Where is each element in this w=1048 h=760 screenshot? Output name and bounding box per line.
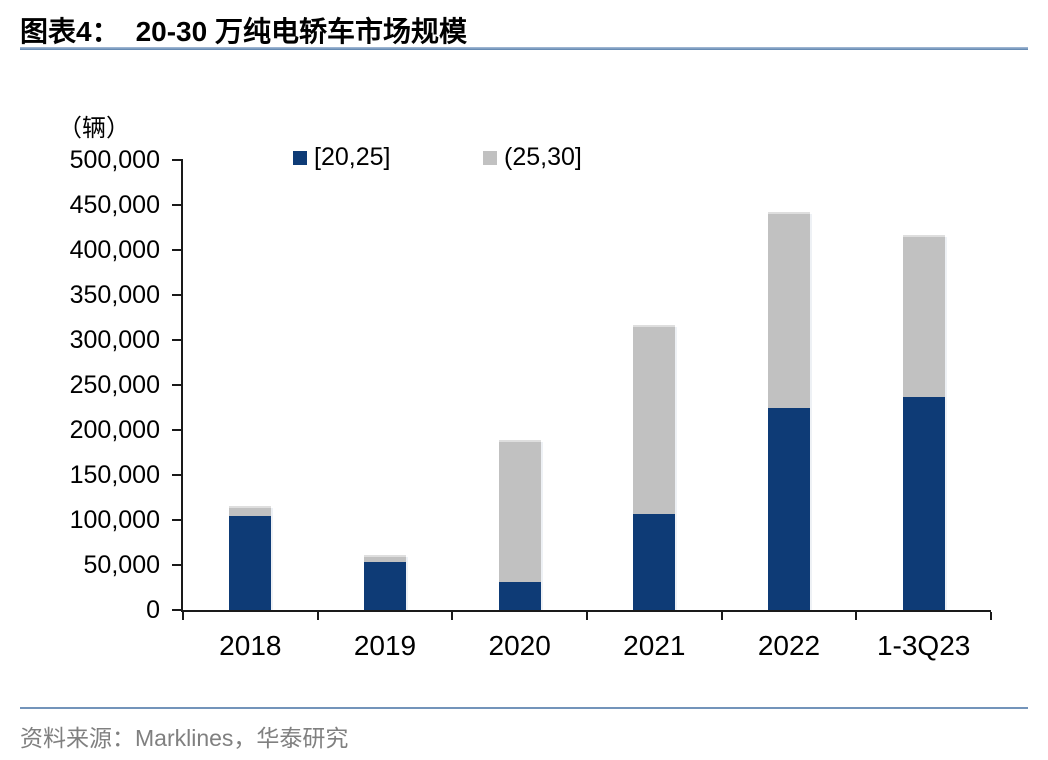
- footer-divider: [20, 707, 1028, 709]
- y-tick-label: 500,000: [69, 146, 160, 174]
- figure-label: 图表4：: [20, 16, 120, 47]
- x-axis-label: 1-3Q23: [876, 630, 971, 661]
- legend-label-25-30: (25,30]: [504, 143, 582, 171]
- bar-segment-20-25: [633, 513, 676, 610]
- bar-segment-25-30: [633, 327, 676, 514]
- y-tick-label: 0: [146, 596, 160, 624]
- bar-segment-20-25: [229, 516, 272, 610]
- bar-segment-25-30: [229, 508, 272, 517]
- x-tick: [720, 612, 723, 620]
- bar-2020: [498, 441, 541, 610]
- figure-title-row: 图表4： 20-30 万纯电轿车市场规模: [20, 10, 467, 50]
- bar-segment-25-30: [498, 441, 541, 583]
- y-tick: [172, 429, 183, 431]
- y-tick: [172, 474, 183, 476]
- bar-segment-25-30: [768, 214, 810, 409]
- legend-item-20-25: [20,25]: [293, 143, 390, 172]
- y-axis-unit-label: （辆）: [58, 115, 130, 142]
- x-tick: [451, 612, 454, 620]
- bar-segment-20-25: [768, 408, 810, 610]
- bar-2022: [768, 214, 810, 610]
- x-axis-label: 2022: [757, 630, 821, 661]
- y-tick-label: 300,000: [69, 326, 160, 354]
- bar-2021: [633, 327, 676, 610]
- y-tick-label: 250,000: [69, 371, 160, 399]
- legend-label-20-25: [20,25]: [314, 143, 391, 171]
- bar-2018: [229, 508, 272, 610]
- y-tick: [172, 159, 183, 161]
- x-axis-label: 2018: [219, 630, 282, 661]
- legend-swatch-blue: [293, 150, 307, 165]
- source-text: 资料来源：Marklines，华泰研究: [20, 725, 349, 751]
- y-tick-label: 400,000: [69, 236, 160, 264]
- plot-area: [181, 160, 991, 612]
- x-axis-label: 2019: [353, 630, 417, 661]
- y-tick: [172, 519, 183, 521]
- legend-swatch-gray: [483, 150, 497, 165]
- bar-1-3Q23: [902, 237, 945, 610]
- x-tick: [182, 612, 184, 620]
- y-tick: [172, 609, 183, 611]
- x-axis-label: 2020: [488, 630, 551, 661]
- y-tick-label: 450,000: [69, 191, 160, 219]
- x-axis-label: 2021: [623, 630, 686, 661]
- y-tick: [172, 564, 183, 566]
- legend-item-25-30: (25,30]: [483, 143, 582, 172]
- y-tick-label: 200,000: [69, 416, 160, 444]
- figure-title: 20-30 万纯电轿车市场规模: [135, 16, 467, 47]
- title-underline: [20, 47, 1028, 50]
- y-tick: [172, 249, 183, 251]
- y-tick: [172, 294, 183, 296]
- y-tick: [172, 339, 183, 341]
- y-tick-label: 350,000: [69, 281, 160, 309]
- x-tick: [316, 612, 319, 620]
- bar-segment-20-25: [364, 562, 406, 610]
- y-tick-label: 100,000: [69, 506, 160, 534]
- y-tick: [172, 384, 183, 386]
- bar-2019: [364, 556, 406, 610]
- y-tick: [172, 204, 183, 206]
- x-tick: [586, 612, 588, 620]
- x-tick: [855, 612, 858, 620]
- bar-segment-20-25: [498, 582, 541, 610]
- bar-segment-20-25: [902, 396, 945, 610]
- bar-segment-25-30: [902, 237, 945, 397]
- bar-segment-25-30: [364, 556, 406, 563]
- x-tick: [990, 612, 992, 620]
- y-tick-label: 150,000: [69, 461, 160, 489]
- y-tick-label: 50,000: [83, 551, 160, 579]
